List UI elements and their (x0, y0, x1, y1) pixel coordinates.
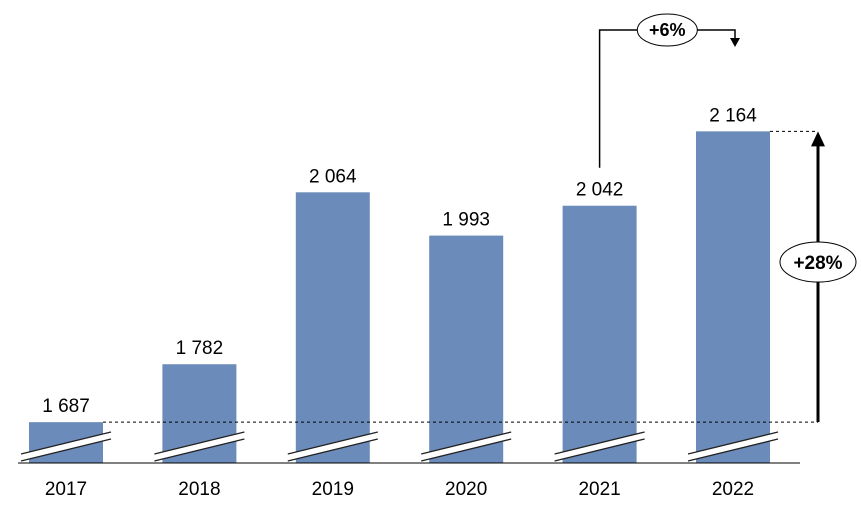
bar-2022 (696, 131, 770, 463)
category-label-2020: 2020 (445, 479, 487, 500)
growth-bubble (779, 241, 857, 283)
axis-break-line (287, 431, 378, 455)
axis-breaks (20, 431, 779, 462)
axis-break-line (20, 438, 112, 462)
axis-break-line (421, 438, 512, 462)
axis-break-line (154, 438, 245, 462)
axis-break-band (287, 432, 378, 461)
axis-break-band (421, 432, 512, 461)
value-label-2021: 2 042 (576, 180, 624, 201)
axis-break-line (287, 438, 378, 462)
yoy-arrow-head (730, 38, 740, 47)
yoy-label-6: +6% (649, 20, 686, 40)
axis-break-band (21, 432, 111, 461)
axis-break-band (554, 432, 645, 461)
bars-layer (29, 131, 770, 463)
bar-2021 (562, 205, 637, 463)
axis-break-line (554, 431, 645, 455)
value-label-2017: 1 687 (42, 396, 90, 417)
axis-break-line (154, 431, 245, 455)
annotations-layer: +28% +6% (103, 13, 857, 423)
category-label-2019: 2019 (312, 479, 354, 500)
axis-break-line (421, 431, 512, 455)
value-label-2020: 1 993 (442, 210, 490, 231)
bar-2020 (429, 235, 504, 463)
value-label-2019: 2 064 (309, 166, 357, 187)
growth-arrow-head (811, 131, 825, 147)
growth-label-28: +28% (793, 253, 842, 274)
axis-break-band (688, 432, 778, 461)
category-label-2022: 2022 (712, 479, 754, 500)
value-label-2018: 1 782 (176, 338, 224, 359)
axis-break-line (687, 438, 779, 462)
axis-break-line (687, 431, 779, 455)
axis-break-line (554, 438, 645, 462)
bar-2019 (295, 192, 370, 463)
category-label-2018: 2018 (178, 479, 220, 500)
axis-break-band (154, 432, 245, 461)
axis-break-line (20, 431, 112, 455)
category-label-2017: 2017 (45, 479, 87, 500)
value-label-2022: 2 164 (709, 105, 757, 126)
category-label-2021: 2021 (578, 479, 620, 500)
labels-layer: 1 687 2017 1 782 2018 2 064 2019 1 993 2020 2 04… (42, 105, 757, 500)
yoy-bubble (636, 13, 698, 47)
